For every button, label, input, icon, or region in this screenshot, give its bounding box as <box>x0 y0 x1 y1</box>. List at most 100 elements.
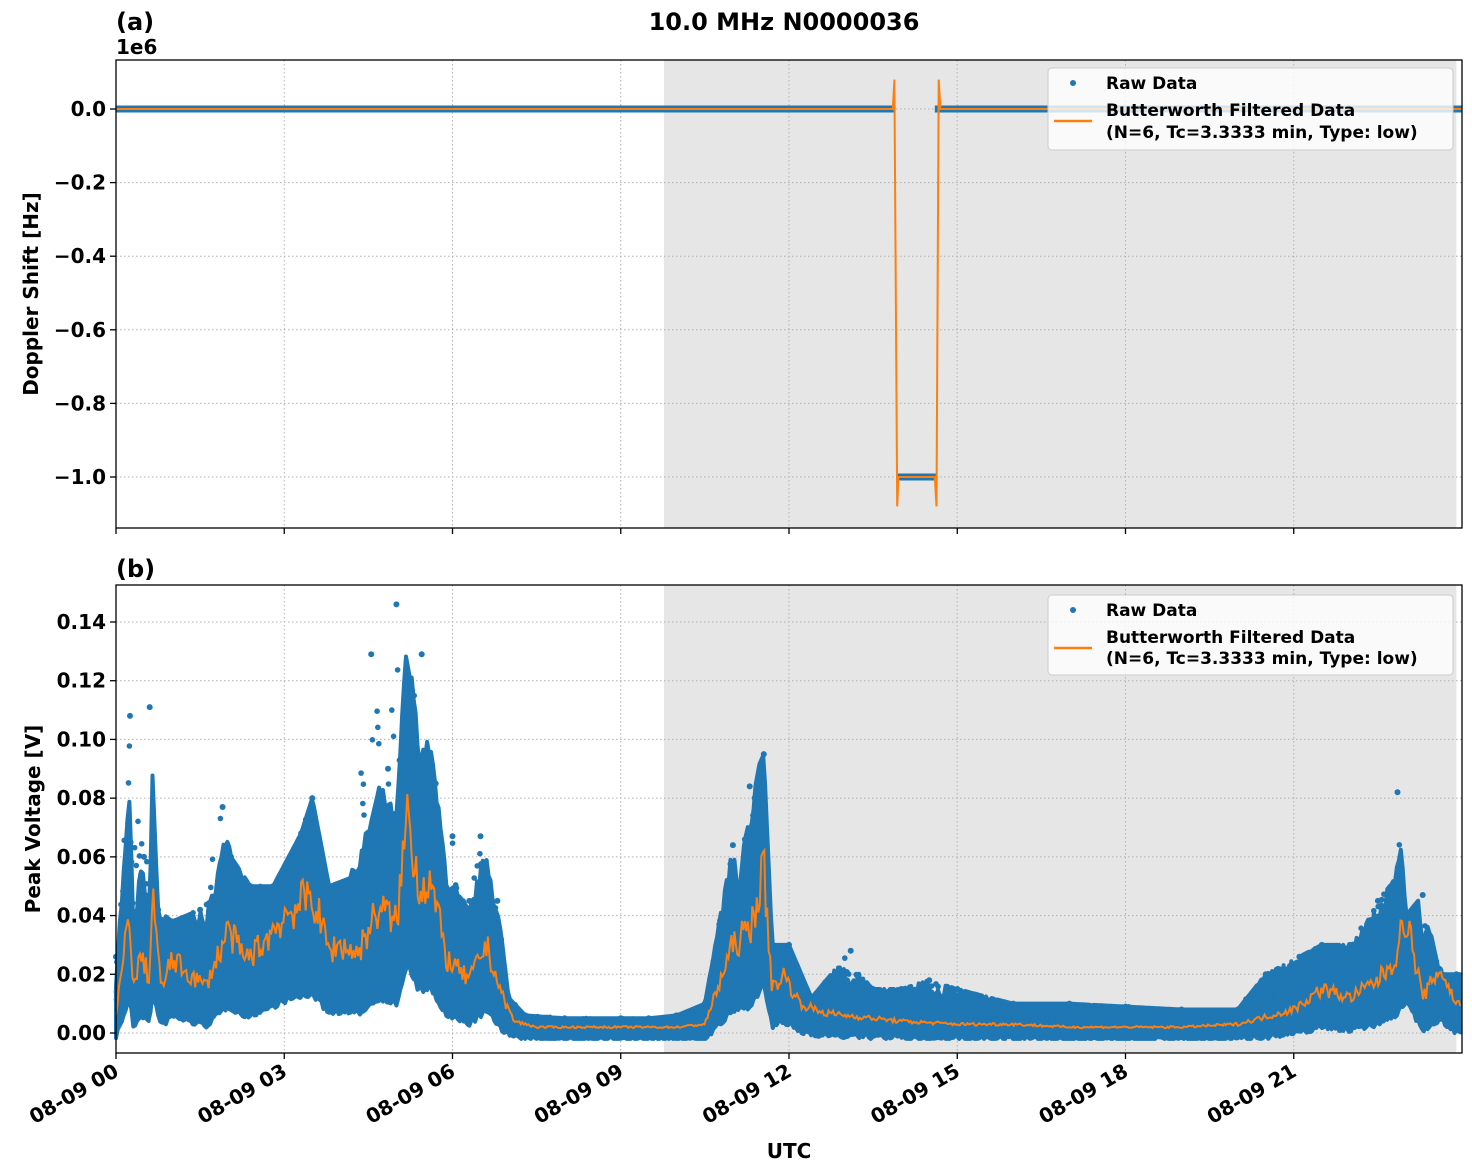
raw-data-point <box>827 998 834 1004</box>
raw-data-point <box>284 860 291 867</box>
raw-data-point <box>178 922 184 929</box>
raw-data-point <box>270 911 277 917</box>
raw-data-point <box>990 1007 996 1013</box>
raw-data-point <box>382 887 388 894</box>
legend-filtered-label-1: Butterworth Filtered Data <box>1106 101 1355 121</box>
raw-data-point <box>341 885 348 892</box>
raw-data-point <box>360 800 366 807</box>
raw-data-point <box>755 796 761 803</box>
raw-data-point <box>872 990 879 997</box>
x-tick-label: 08-09 12 <box>698 1059 796 1129</box>
raw-data-point <box>541 1016 548 1022</box>
raw-data-point <box>973 1012 980 1019</box>
raw-data-point <box>733 884 739 891</box>
raw-data-peak <box>348 874 355 881</box>
raw-data-point <box>1385 886 1391 892</box>
raw-data-peak <box>494 897 501 904</box>
raw-data-point <box>825 1003 831 1009</box>
raw-data-point <box>823 983 829 989</box>
raw-data-point <box>587 1016 593 1022</box>
raw-data-point <box>498 960 505 966</box>
raw-data-point <box>390 733 397 740</box>
raw-data-peak <box>228 853 234 860</box>
raw-data-point <box>954 1005 961 1011</box>
raw-data-point <box>610 1016 616 1023</box>
raw-data-point <box>237 925 243 931</box>
raw-data-point <box>1312 978 1319 984</box>
raw-data-point <box>118 901 124 908</box>
y-tick-label: 0.14 <box>57 610 106 634</box>
raw-data-point <box>422 860 429 866</box>
raw-data-point <box>413 777 419 783</box>
raw-data-point <box>834 999 840 1005</box>
raw-data-point <box>131 844 138 851</box>
raw-data-point <box>552 1016 559 1023</box>
raw-data-point <box>221 911 227 918</box>
raw-data-point <box>886 989 892 996</box>
raw-data-point <box>360 781 367 787</box>
raw-data-point <box>164 941 171 947</box>
raw-data-point <box>1352 957 1358 963</box>
raw-data-point <box>404 767 411 774</box>
raw-data-point <box>989 1002 995 1008</box>
legend-marker-raw-icon <box>1070 607 1076 613</box>
raw-data-point <box>453 885 460 891</box>
raw-data-point <box>994 1011 1000 1018</box>
raw-data-point <box>263 920 270 927</box>
raw-data-point <box>1316 962 1322 969</box>
raw-data-peak <box>309 795 316 802</box>
raw-data-point <box>718 939 724 946</box>
raw-data-point <box>744 851 751 857</box>
raw-data-point <box>190 910 196 916</box>
raw-data-point <box>913 1001 920 1007</box>
raw-data-point <box>933 981 939 987</box>
raw-data-point <box>946 998 953 1005</box>
x-axis-label: UTC <box>767 1139 812 1163</box>
raw-data-point <box>281 896 288 903</box>
raw-data-point <box>435 884 441 891</box>
raw-data-point <box>666 1019 673 1026</box>
raw-data-point <box>1304 957 1311 963</box>
raw-data-point <box>1123 1015 1129 1021</box>
raw-data-point <box>513 1016 519 1022</box>
legend-box-a <box>1047 67 1454 151</box>
raw-data-point <box>1188 1019 1195 1025</box>
raw-data-point <box>483 923 490 929</box>
raw-data-point <box>463 914 469 921</box>
raw-data-point <box>1172 1008 1179 1015</box>
raw-data-point <box>128 859 135 865</box>
raw-data-point <box>389 707 395 713</box>
raw-data-point <box>942 1008 948 1014</box>
raw-data-point <box>169 940 176 946</box>
raw-data-point <box>372 888 378 894</box>
raw-data-point <box>492 905 499 911</box>
raw-data-point <box>853 1011 860 1017</box>
raw-data-peak <box>522 1012 529 1019</box>
raw-data-point <box>743 864 750 871</box>
raw-data-point <box>1296 979 1303 985</box>
raw-data-point <box>1352 941 1358 947</box>
raw-data-point <box>477 850 483 857</box>
raw-data-point <box>496 971 502 977</box>
raw-data-point <box>959 1006 965 1013</box>
raw-data-point <box>779 957 786 964</box>
raw-data-point <box>1378 941 1385 947</box>
raw-data-point <box>908 1003 914 1010</box>
y-tick-label: 0.00 <box>57 1021 106 1045</box>
raw-data-point <box>274 898 281 905</box>
raw-data-point <box>967 1011 974 1017</box>
raw-data-point <box>375 724 381 731</box>
raw-data-peak <box>1318 941 1325 948</box>
raw-data-peak <box>247 883 254 890</box>
raw-data-peak <box>847 947 854 954</box>
raw-data-point <box>427 780 434 786</box>
raw-data-point <box>342 897 348 904</box>
raw-data-point <box>322 893 328 900</box>
raw-data-point <box>1387 958 1394 965</box>
raw-data-peak <box>385 765 391 772</box>
raw-data-point <box>497 945 504 951</box>
raw-data-peak <box>219 804 226 810</box>
raw-data-point <box>392 878 399 885</box>
raw-data-point <box>161 958 167 964</box>
data-b <box>113 601 1463 1041</box>
